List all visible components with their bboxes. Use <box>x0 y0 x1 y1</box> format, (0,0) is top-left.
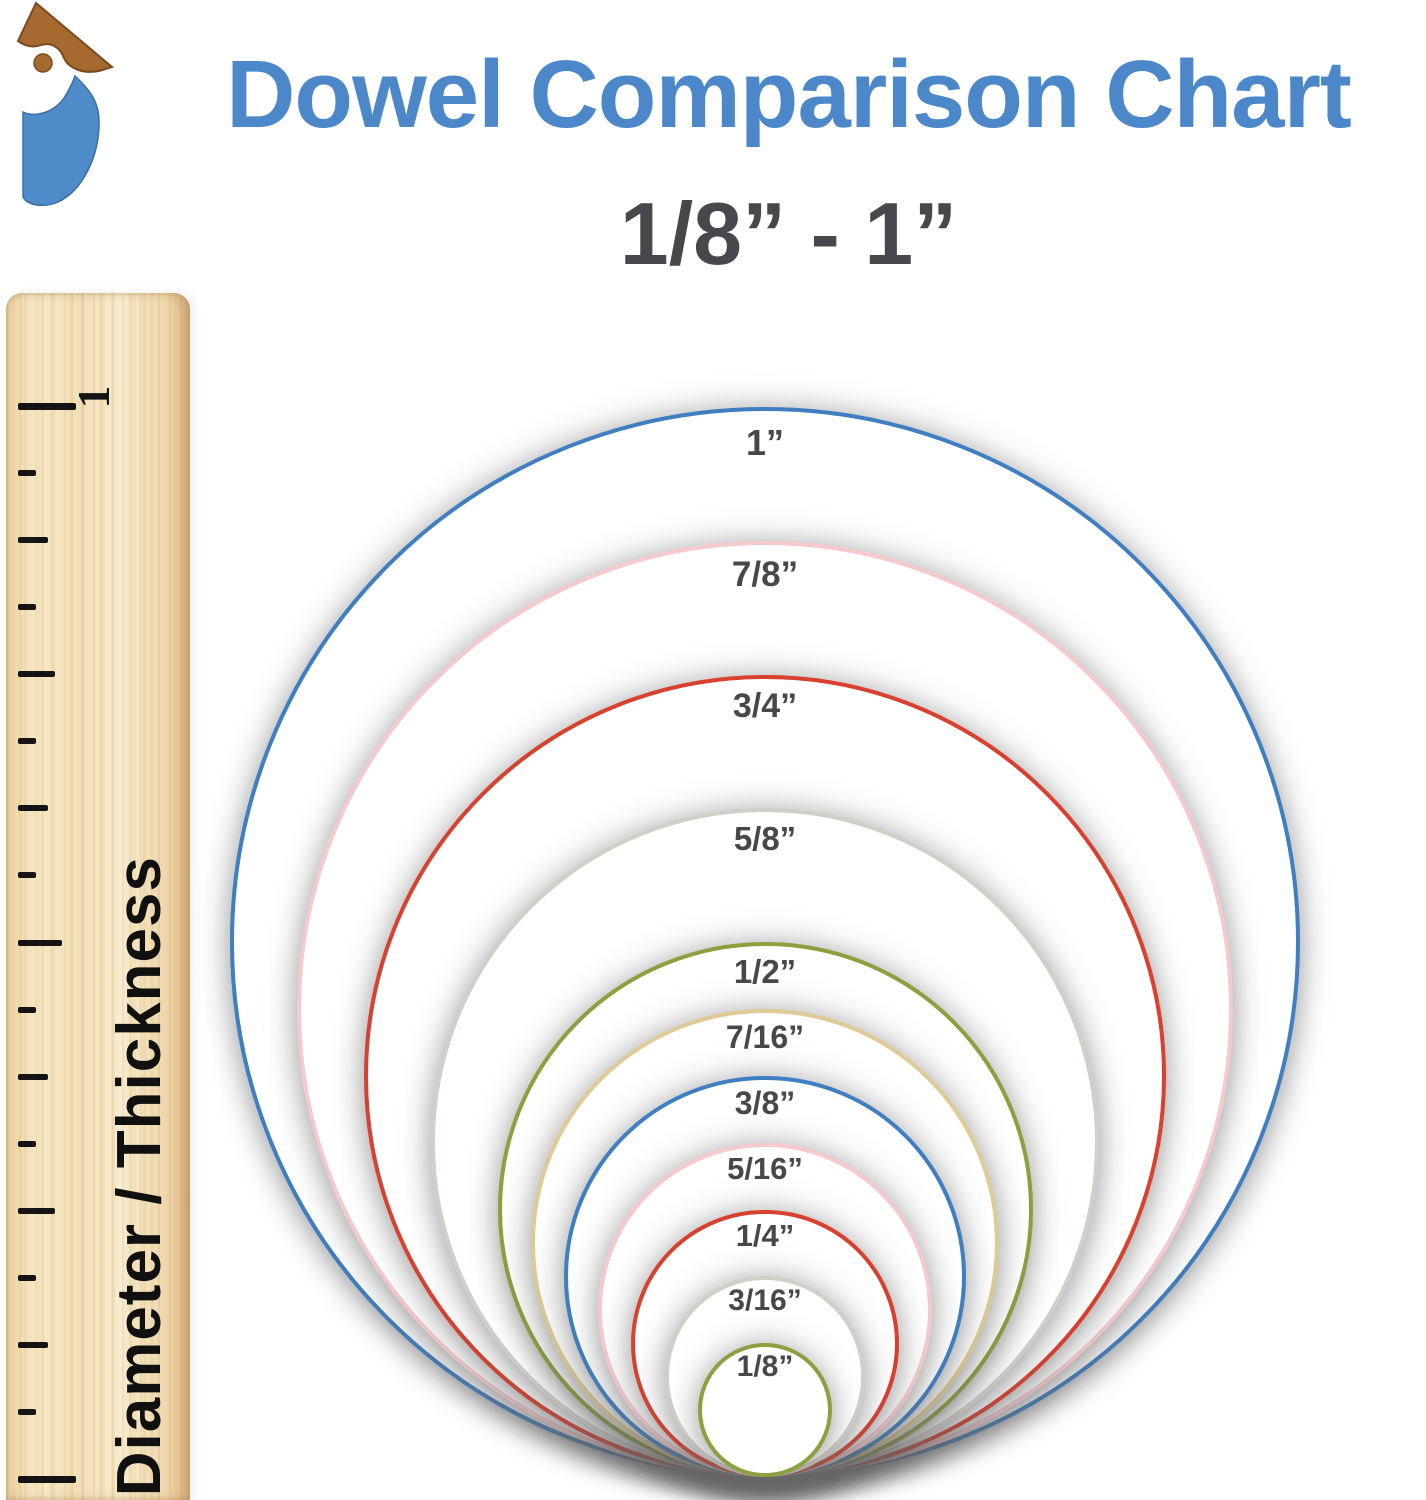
dowel-circle-label-3-16in: 3/16” <box>728 1284 802 1318</box>
logo-eye-icon <box>33 53 53 73</box>
dowel-circle-label-1-8in: 1/8” <box>736 1350 794 1384</box>
ruler-tick-sixteenth <box>18 1007 36 1013</box>
logo-body-icon <box>22 74 100 207</box>
dowel-circle-label-7-16in: 7/16” <box>725 1018 805 1055</box>
ruler-tick-half <box>18 940 62 946</box>
logo-head-icon <box>16 1 115 73</box>
dowel-circle-1-8in <box>698 1343 832 1477</box>
woodpecker-logo <box>16 1 115 207</box>
ruler-axis-label: Diameter / Thickness <box>105 855 174 1496</box>
page-title: Dowel Comparison Chart <box>226 41 1352 148</box>
ruler: 1 Diameter / Thickness <box>6 293 190 1500</box>
ruler-tick-sixteenth <box>18 604 36 610</box>
dowel-circle-label-1in: 1” <box>745 422 785 463</box>
dowel-circle-label-1-2in: 1/2” <box>733 952 797 990</box>
ruler-tick-sixteenth <box>18 1275 36 1281</box>
ruler-tick-eighth <box>18 1074 48 1080</box>
size-range-subtitle: 1/8” - 1” <box>619 184 958 283</box>
ruler-tick-eighth <box>18 537 48 543</box>
dowel-circle-label-5-8in: 5/8” <box>733 819 797 857</box>
ruler-tick-sixteenth <box>18 738 36 744</box>
ruler-tick-sixteenth <box>18 872 36 878</box>
dowel-circle-label-7-8in: 7/8” <box>731 554 799 594</box>
dowel-circle-label-1-4in: 1/4” <box>735 1217 795 1253</box>
ruler-tick-inch <box>18 403 76 410</box>
ruler-tick-quarter <box>18 1208 55 1214</box>
ruler-tick-sixteenth <box>18 1141 36 1147</box>
ruler-tick-inch <box>18 1476 76 1483</box>
dowel-circle-label-5-16in: 5/16” <box>727 1151 803 1187</box>
ruler-tick-eighth <box>18 1342 48 1348</box>
ruler-tick-sixteenth <box>18 1409 36 1415</box>
ruler-tick-sixteenth <box>18 470 36 476</box>
dowel-circle-label-3-4in: 3/4” <box>732 687 798 726</box>
dowel-circle-label-3-8in: 3/8” <box>734 1085 796 1122</box>
ruler-tick-eighth <box>18 805 48 811</box>
ruler-tick-quarter <box>18 671 55 677</box>
ruler-inch-number: 1 <box>68 385 119 409</box>
